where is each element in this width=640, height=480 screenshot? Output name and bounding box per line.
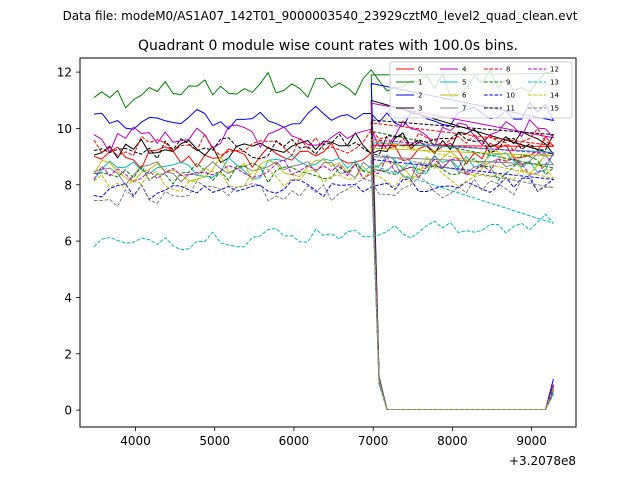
y-tick-label: 0 (64, 404, 72, 418)
figure-suptitle: Data file: modeM0/AS1A07_142T01_90000035… (63, 9, 578, 23)
legend-label-0: 0 (418, 66, 422, 74)
chart-title: Quadrant 0 module wise count rates with … (138, 38, 518, 54)
series-line-2 (93, 82, 554, 410)
legend-label-5: 5 (462, 79, 466, 87)
series-line-5 (93, 142, 554, 410)
plot-frame (79, 57, 577, 428)
x-tick-label: 7000 (358, 434, 389, 448)
legend-label-2: 2 (418, 92, 422, 100)
legend-label-11: 11 (506, 105, 515, 113)
legend-label-3: 3 (418, 105, 422, 113)
y-tick-label: 6 (64, 235, 72, 249)
legend-label-12: 12 (550, 66, 559, 74)
series-line-3 (93, 99, 554, 410)
y-axis-ticks: 0 2 4 6 8 10 12 (57, 66, 80, 418)
series-line-8 (93, 122, 554, 410)
series-line-7 (93, 153, 554, 410)
x-axis-ticks: 4000 5000 6000 7000 8000 9000 (120, 427, 547, 448)
y-tick-label: 10 (57, 122, 72, 136)
legend-label-15: 15 (550, 105, 559, 113)
x-tick-label: 4000 (120, 434, 151, 448)
series-line-0 (93, 136, 554, 410)
y-tick-label: 12 (57, 66, 72, 80)
legend-label-4: 4 (462, 66, 467, 74)
legend-label-1: 1 (418, 79, 422, 87)
x-axis-offset-label: +3.2078e8 (509, 454, 576, 468)
legend-label-14: 14 (550, 92, 559, 100)
series-line-10 (93, 158, 554, 410)
x-tick-label: 8000 (437, 434, 468, 448)
legend-label-10: 10 (506, 92, 515, 100)
legend-frame (389, 61, 573, 119)
series-line-14 (93, 139, 554, 410)
y-tick-label: 4 (64, 291, 72, 305)
y-tick-label: 8 (64, 178, 72, 192)
legend-label-8: 8 (506, 66, 510, 74)
legend-label-7: 7 (462, 105, 466, 113)
x-tick-label: 6000 (279, 434, 310, 448)
series-line-13 (93, 164, 554, 410)
y-tick-label: 2 (64, 347, 72, 361)
series-line-4 (93, 102, 554, 410)
legend-label-6: 6 (462, 92, 467, 100)
series-line-12 (93, 139, 554, 410)
series-line-15 (93, 153, 554, 410)
legend-label-13: 13 (550, 79, 559, 87)
x-tick-label: 9000 (516, 434, 547, 448)
series-line-11 (93, 119, 554, 410)
x-tick-label: 5000 (199, 434, 230, 448)
series-layer (93, 69, 554, 410)
series-line-9 (93, 130, 554, 410)
legend-label-9: 9 (506, 79, 510, 87)
